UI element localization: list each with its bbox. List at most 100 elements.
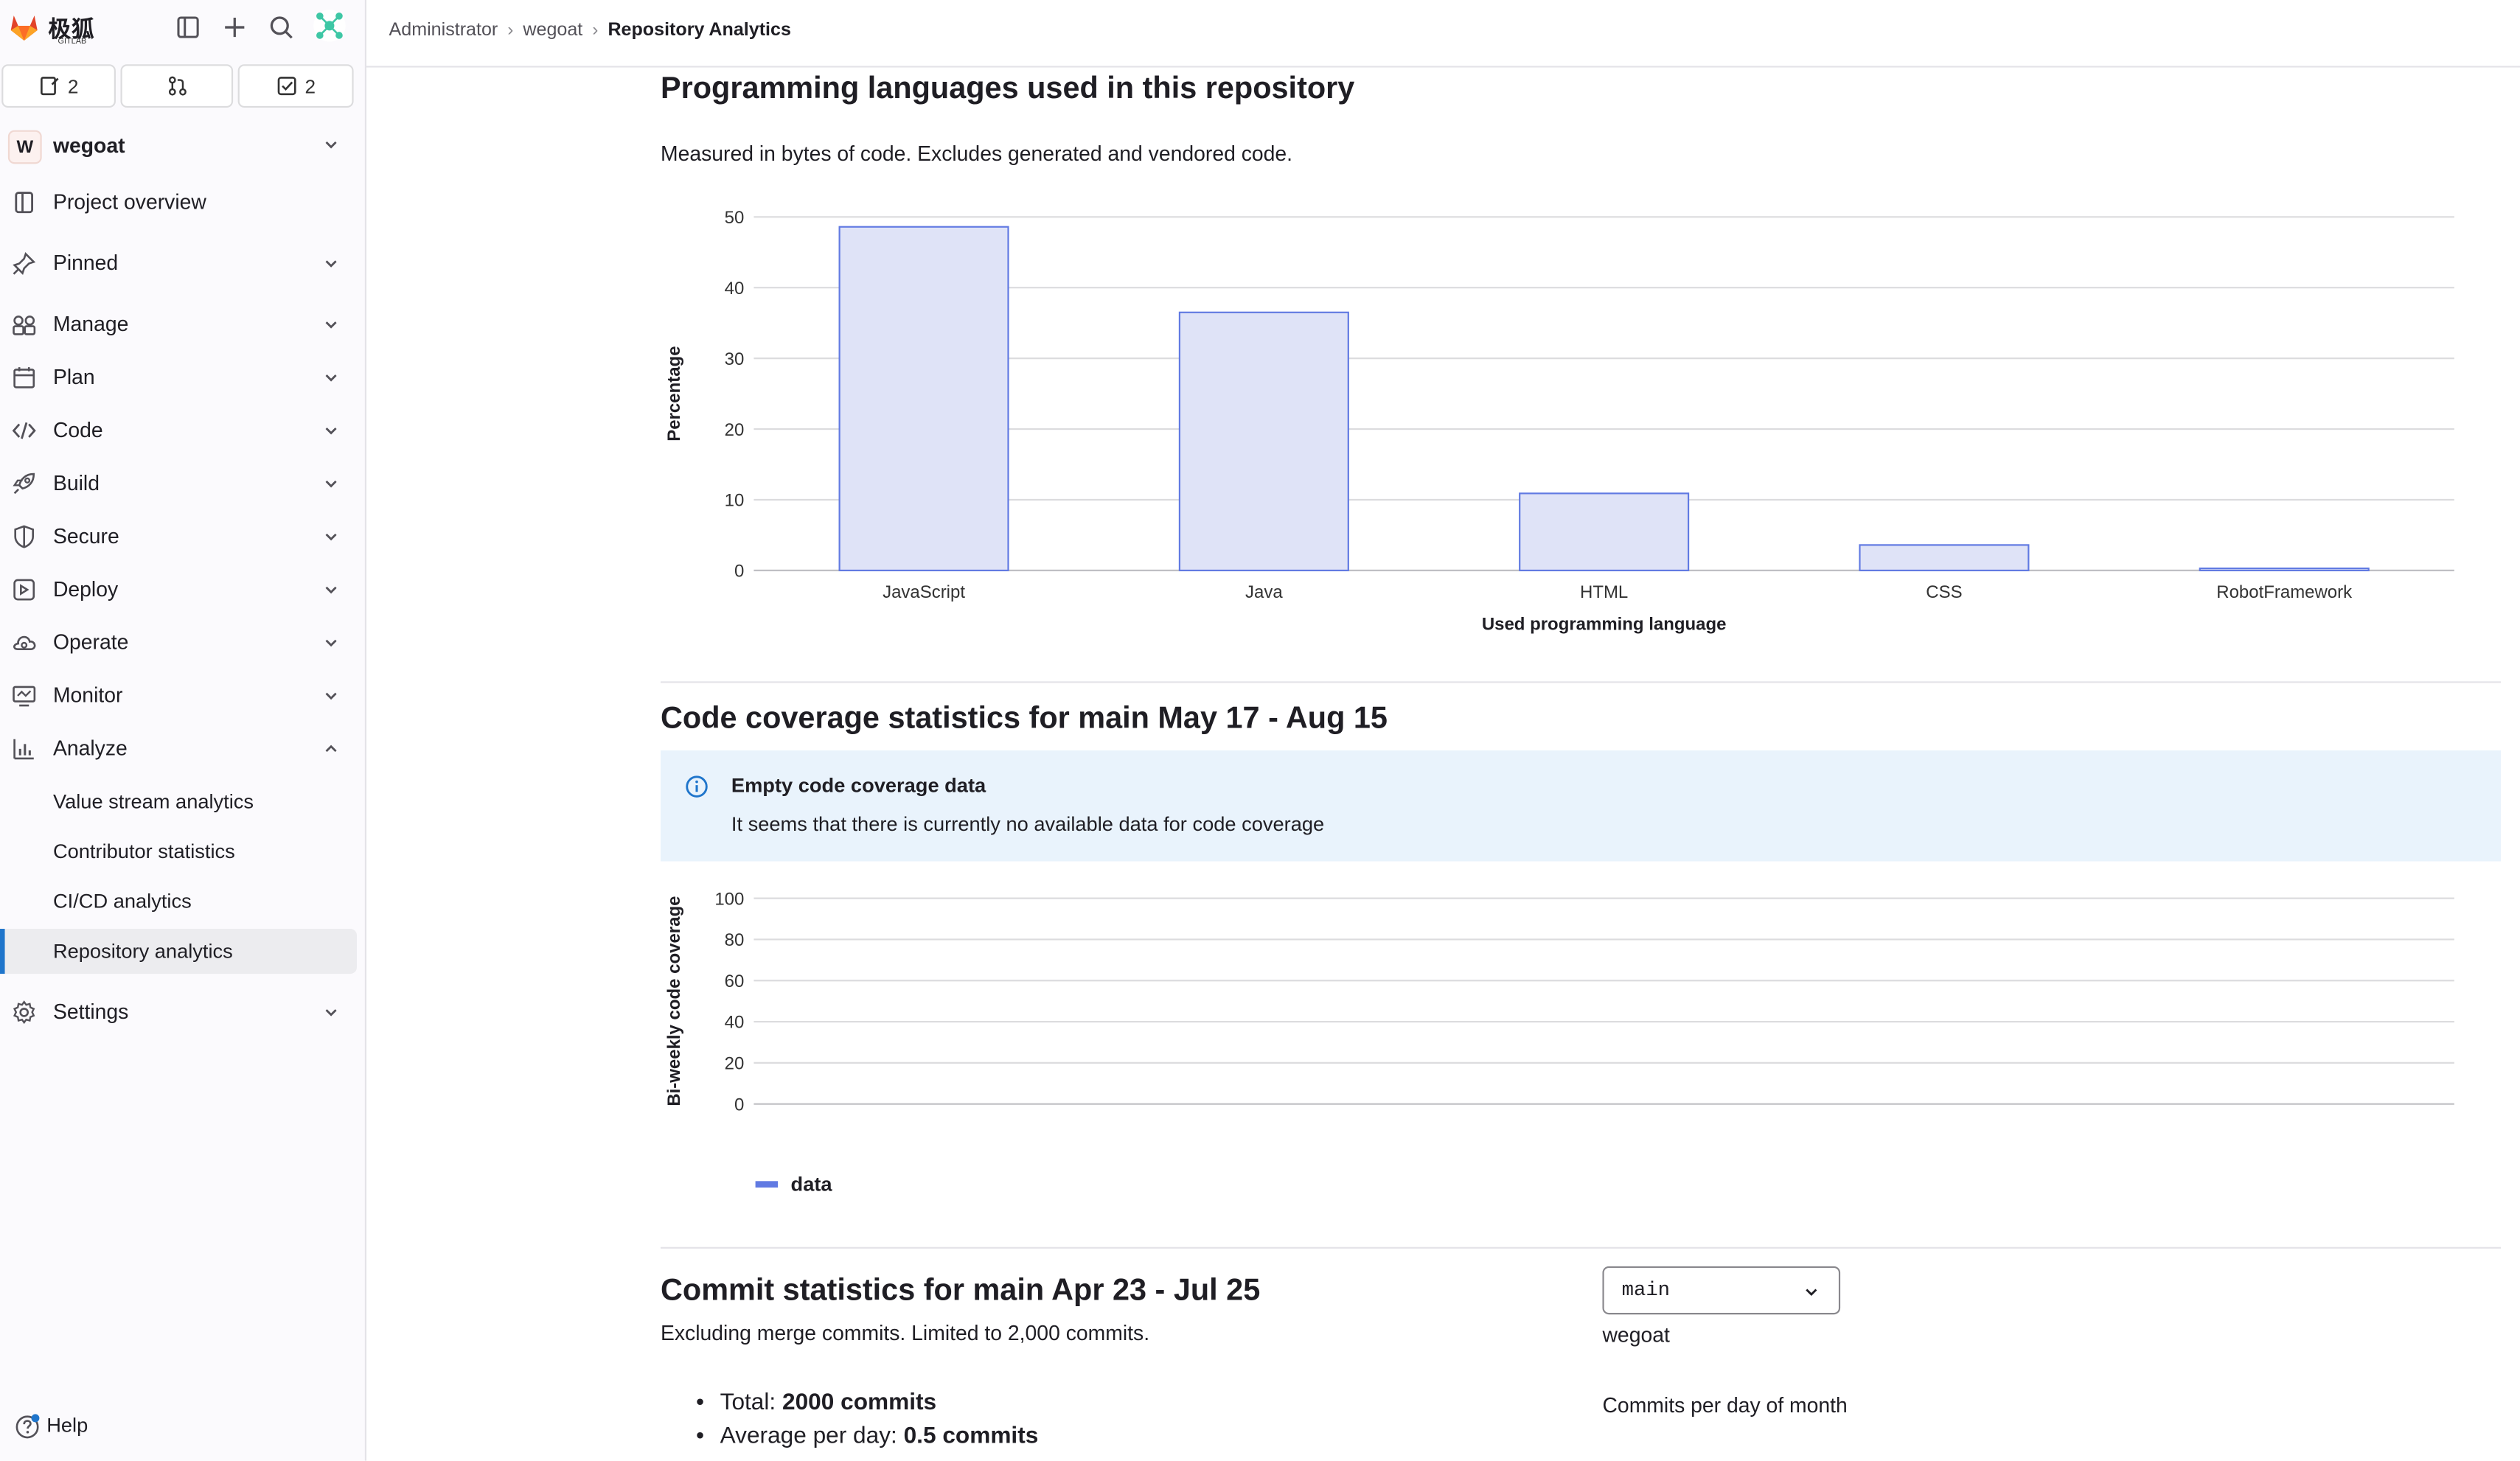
nav-label: Secure (52, 523, 119, 548)
x-tick-label: CSS (1926, 582, 1962, 602)
project-switcher[interactable]: W wegoat (0, 122, 365, 167)
chevron-down-icon (325, 141, 337, 149)
y-axis-label: Percentage (664, 346, 684, 441)
x-tick-label: HTML (1580, 582, 1628, 602)
calendar-icon (13, 367, 35, 388)
nav-secure[interactable]: Secure (0, 515, 365, 559)
gear-icon (13, 1000, 35, 1025)
cloud-gear-icon (13, 635, 36, 651)
chevron-down-icon (325, 692, 337, 700)
sidebar-topbar: 极狐 GITLAB (0, 0, 365, 57)
nav-build[interactable]: Build (0, 461, 365, 506)
bar (838, 226, 1009, 571)
y-tick-label: 60 (725, 972, 745, 991)
nav-label: Operate (52, 630, 129, 655)
todos-count-button[interactable]: 2 (237, 64, 354, 108)
help-icon (15, 1414, 40, 1439)
breadcrumb-current[interactable]: Repository Analytics (608, 21, 791, 41)
user-avatar-icon[interactable] (312, 8, 347, 43)
chevron-down-icon (325, 1009, 337, 1017)
project-avatar: W (7, 130, 42, 164)
commits-title: Commit statistics for main Apr 23 - Jul … (660, 1274, 1261, 1308)
issues-count: 2 (67, 74, 79, 97)
shield-icon (14, 525, 34, 548)
nav-label: Analyze (52, 736, 128, 761)
nav-plan[interactable]: Plan (0, 355, 365, 400)
section-divider (660, 681, 2502, 683)
x-tick-label: RobotFramework (2216, 582, 2353, 602)
merge-requests-button[interactable] (120, 64, 234, 108)
section-divider (660, 1246, 2502, 1249)
legend-label: data (790, 1173, 832, 1196)
nav-project-overview[interactable]: Project overview (0, 180, 365, 225)
nav-value-stream-analytics[interactable]: Value stream analytics (0, 779, 357, 824)
y-tick-label: 80 (725, 930, 745, 950)
y-axis-label: Bi-weekly code coverage (664, 896, 684, 1106)
issues-icon (41, 77, 59, 96)
nav-pinned[interactable]: Pinned (0, 241, 365, 286)
nav-monitor[interactable]: Monitor (0, 673, 365, 718)
nav-manage[interactable]: Manage (0, 302, 365, 347)
nav-settings[interactable]: Settings (0, 990, 365, 1035)
project-name: wegoat (52, 133, 125, 158)
issues-count-button[interactable]: 2 (1, 64, 116, 108)
branch-select-value: main (1621, 1279, 1671, 1302)
nav-label: Pinned (52, 251, 119, 275)
chevron-down-icon (1806, 1289, 1817, 1296)
coverage-title: Code coverage statistics for main May 17… (660, 702, 1388, 736)
pin-icon (13, 252, 36, 276)
coverage-legend[interactable]: data (755, 1173, 832, 1196)
y-tick-label: 100 (714, 889, 744, 909)
chevron-down-icon (325, 480, 337, 488)
nav-contributor-statistics[interactable]: Contributor statistics (0, 829, 357, 874)
sidebar: 极狐 GITLAB (0, 0, 367, 1461)
commits-subtitle: Excluding merge commits. Limited to 2,00… (660, 1320, 1150, 1345)
sidebar-counts: 2 2 (0, 64, 365, 108)
nav-cicd-analytics[interactable]: CI/CD analytics (0, 879, 357, 924)
stat-total: Total: 2000 commits (691, 1390, 1038, 1416)
empty-coverage-alert: Empty code coverage data It seems that t… (660, 750, 2502, 862)
languages-title: Programming languages used in this repos… (660, 72, 1355, 106)
chevron-down-icon (325, 260, 337, 268)
nav-label: Deploy (52, 576, 119, 602)
chevron-down-icon (325, 321, 337, 329)
nav-label: Manage (52, 311, 129, 336)
nav-repository-analytics[interactable]: Repository analytics (0, 929, 357, 974)
sidebar-toggle-icon[interactable] (173, 13, 202, 41)
users-icon (13, 315, 36, 335)
merge-request-icon (167, 76, 186, 96)
commits-per-day-label: Commits per day of month (1602, 1393, 1848, 1418)
x-axis-label: Used programming language (1482, 615, 1727, 635)
nav-label: Contributor statistics (52, 840, 235, 863)
breadcrumb-administrator[interactable]: Administrator (389, 21, 498, 41)
nav-deploy[interactable]: Deploy (0, 568, 365, 613)
nav-label: CI/CD analytics (52, 890, 192, 913)
nav-label: Monitor (52, 683, 123, 708)
search-icon[interactable] (267, 13, 296, 41)
y-tick-label: 10 (725, 491, 745, 511)
y-tick-label: 20 (725, 420, 745, 440)
nav-analyze[interactable]: Analyze (0, 726, 365, 771)
breadcrumb-project[interactable]: wegoat (523, 21, 583, 41)
x-tick-label: Java (1245, 582, 1283, 602)
nav-code[interactable]: Code (0, 408, 365, 453)
plus-icon[interactable] (220, 13, 249, 41)
nav-label: Value stream analytics (52, 790, 254, 814)
nav-label: Settings (52, 999, 129, 1024)
nav-operate[interactable]: Operate (0, 620, 365, 665)
project-icon (15, 192, 34, 214)
gitlab-logo-icon[interactable] (7, 10, 42, 45)
y-tick-label: 0 (734, 1095, 744, 1115)
logo-text: 极狐 (48, 15, 95, 42)
coverage-line-chart: 0 20 40 60 80 100 Bi-weekly code coverage (664, 889, 2454, 1115)
nav-label: Plan (52, 364, 95, 389)
code-icon (12, 422, 36, 439)
todos-count: 2 (304, 74, 316, 97)
commit-stats-list: Total: 2000 commits Average per day: 0.5… (691, 1390, 1038, 1458)
breadcrumb: Administrator › wegoat › Repository Anal… (389, 21, 791, 40)
legend-swatch (755, 1181, 779, 1188)
breadcrumb-separator-icon: › (592, 21, 599, 41)
branch-select[interactable]: main (1602, 1266, 1841, 1315)
alert-text: It seems that there is currently no avai… (731, 813, 1325, 836)
todo-icon (276, 77, 296, 96)
